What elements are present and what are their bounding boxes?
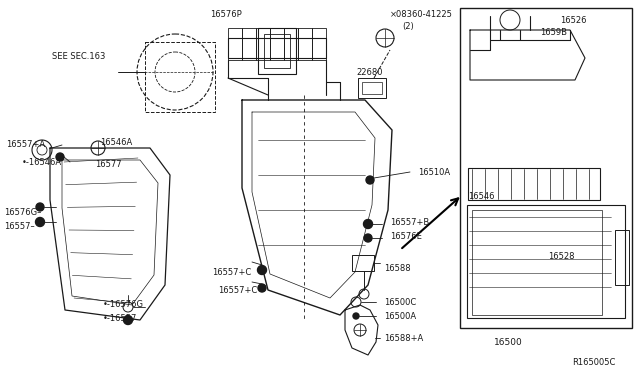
Text: 16557+C: 16557+C [218, 286, 257, 295]
Text: 16576E: 16576E [390, 232, 422, 241]
Text: 16588+A: 16588+A [384, 334, 423, 343]
Bar [352, 255, 374, 271]
Text: •-16546A: •-16546A [22, 158, 62, 167]
Bar [228, 28, 242, 60]
Bar [312, 28, 326, 60]
Text: 16576P: 16576P [210, 10, 242, 19]
Circle shape [364, 234, 372, 242]
Text: 16588: 16588 [384, 264, 411, 273]
Bar [270, 28, 284, 60]
Circle shape [56, 153, 64, 161]
Circle shape [366, 176, 374, 184]
Text: 16546: 16546 [468, 192, 495, 201]
Circle shape [35, 218, 45, 227]
Text: 16576G–: 16576G– [4, 208, 42, 217]
Text: 16577: 16577 [95, 160, 122, 169]
Text: 16500: 16500 [494, 338, 523, 347]
Text: 16526: 16526 [560, 16, 586, 25]
Bar [358, 78, 386, 98]
Text: R165005C: R165005C [572, 358, 616, 367]
Bar [460, 8, 632, 328]
Text: 16500A: 16500A [384, 312, 416, 321]
Circle shape [353, 313, 359, 319]
Text: •-16557: •-16557 [103, 314, 138, 323]
Bar [284, 28, 298, 60]
Bar [242, 28, 256, 60]
Bar [228, 38, 326, 58]
Text: 16557+A: 16557+A [6, 140, 45, 149]
Bar [264, 34, 290, 68]
Text: (2): (2) [402, 22, 413, 31]
Bar [298, 28, 312, 60]
Text: 16510A: 16510A [418, 168, 450, 177]
Bar [258, 28, 296, 74]
Text: 16528: 16528 [548, 252, 575, 261]
Text: SEE SEC.163: SEE SEC.163 [52, 52, 106, 61]
Bar [145, 42, 215, 112]
Bar [472, 210, 602, 315]
Bar [467, 205, 625, 318]
Text: 16546A: 16546A [100, 138, 132, 147]
Bar [468, 168, 600, 200]
Circle shape [36, 203, 44, 211]
Bar [615, 230, 629, 285]
Text: ×08360-41225: ×08360-41225 [390, 10, 453, 19]
Text: 16557+B: 16557+B [390, 218, 429, 227]
Circle shape [124, 315, 132, 324]
Text: 16557+C: 16557+C [212, 268, 252, 277]
Bar [362, 82, 382, 94]
Text: 22680: 22680 [356, 68, 383, 77]
Bar [256, 28, 270, 60]
Text: 16500C: 16500C [384, 298, 416, 307]
Text: •-16576G: •-16576G [103, 300, 144, 309]
Circle shape [364, 219, 372, 228]
Text: 1659B: 1659B [540, 28, 567, 37]
Circle shape [257, 266, 266, 275]
Circle shape [258, 284, 266, 292]
Text: 16557–: 16557– [4, 222, 35, 231]
